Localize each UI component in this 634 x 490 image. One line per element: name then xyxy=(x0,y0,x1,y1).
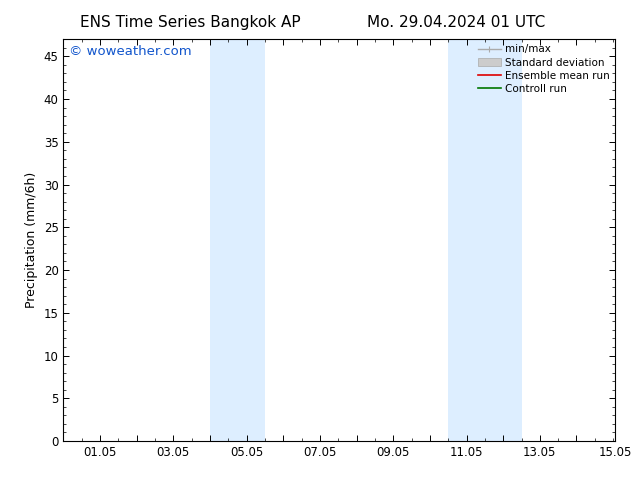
Y-axis label: Precipitation (mm/6h): Precipitation (mm/6h) xyxy=(25,172,38,308)
Text: Mo. 29.04.2024 01 UTC: Mo. 29.04.2024 01 UTC xyxy=(367,15,546,30)
Bar xyxy=(210,39,265,441)
Text: ENS Time Series Bangkok AP: ENS Time Series Bangkok AP xyxy=(80,15,301,30)
Legend: min/max, Standard deviation, Ensemble mean run, Controll run: min/max, Standard deviation, Ensemble me… xyxy=(475,41,613,97)
Bar xyxy=(448,39,522,441)
Text: © woweather.com: © woweather.com xyxy=(69,45,191,58)
